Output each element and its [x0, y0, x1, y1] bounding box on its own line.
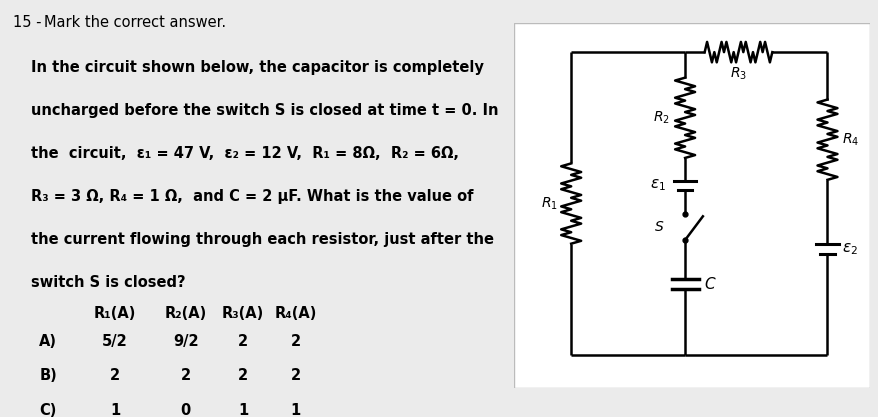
Text: 5/2: 5/2: [102, 334, 128, 349]
Text: 9/2: 9/2: [173, 334, 198, 349]
Text: $\varepsilon_1$: $\varepsilon_1$: [649, 178, 665, 193]
Text: $C$: $C$: [702, 276, 716, 292]
Text: switch S is closed?: switch S is closed?: [32, 275, 186, 290]
Text: $R_4$: $R_4$: [841, 131, 859, 148]
Text: R₂(A): R₂(A): [164, 306, 206, 322]
Text: 2: 2: [180, 368, 191, 383]
Text: B): B): [40, 368, 57, 383]
Text: In the circuit shown below, the capacitor is completely: In the circuit shown below, the capacito…: [32, 60, 484, 75]
Text: $R_1$: $R_1$: [540, 195, 557, 212]
Text: 2: 2: [238, 368, 248, 383]
Text: $S$: $S$: [653, 220, 664, 234]
Text: 2: 2: [110, 368, 120, 383]
Text: R₃(A): R₃(A): [222, 306, 264, 322]
Text: R₄(A): R₄(A): [274, 306, 316, 322]
Text: $R_3$: $R_3$: [729, 66, 746, 83]
Text: 15 -: 15 -: [13, 15, 47, 30]
Text: R₁(A): R₁(A): [94, 306, 136, 322]
Text: 2: 2: [238, 334, 248, 349]
Text: uncharged before the switch S is closed at time t = 0. In: uncharged before the switch S is closed …: [32, 103, 499, 118]
Text: C): C): [40, 403, 56, 417]
Text: $R_2$: $R_2$: [652, 110, 669, 126]
Text: the current flowing through each resistor, just after the: the current flowing through each resisto…: [32, 232, 493, 247]
Text: Mark the correct answer.: Mark the correct answer.: [45, 15, 227, 30]
Text: A): A): [40, 334, 57, 349]
Text: 1: 1: [238, 403, 248, 417]
Text: 1: 1: [290, 403, 300, 417]
FancyBboxPatch shape: [514, 23, 869, 388]
Text: 2: 2: [290, 334, 300, 349]
Text: 2: 2: [290, 368, 300, 383]
Text: the  circuit,  ε₁ = 47 V,  ε₂ = 12 V,  R₁ = 8Ω,  R₂ = 6Ω,: the circuit, ε₁ = 47 V, ε₂ = 12 V, R₁ = …: [32, 146, 459, 161]
Text: 1: 1: [110, 403, 120, 417]
Text: 0: 0: [180, 403, 191, 417]
Text: R₃ = 3 Ω, R₄ = 1 Ω,  and C = 2 μF. What is the value of: R₃ = 3 Ω, R₄ = 1 Ω, and C = 2 μF. What i…: [32, 189, 473, 204]
Text: $\varepsilon_2$: $\varepsilon_2$: [841, 241, 858, 257]
